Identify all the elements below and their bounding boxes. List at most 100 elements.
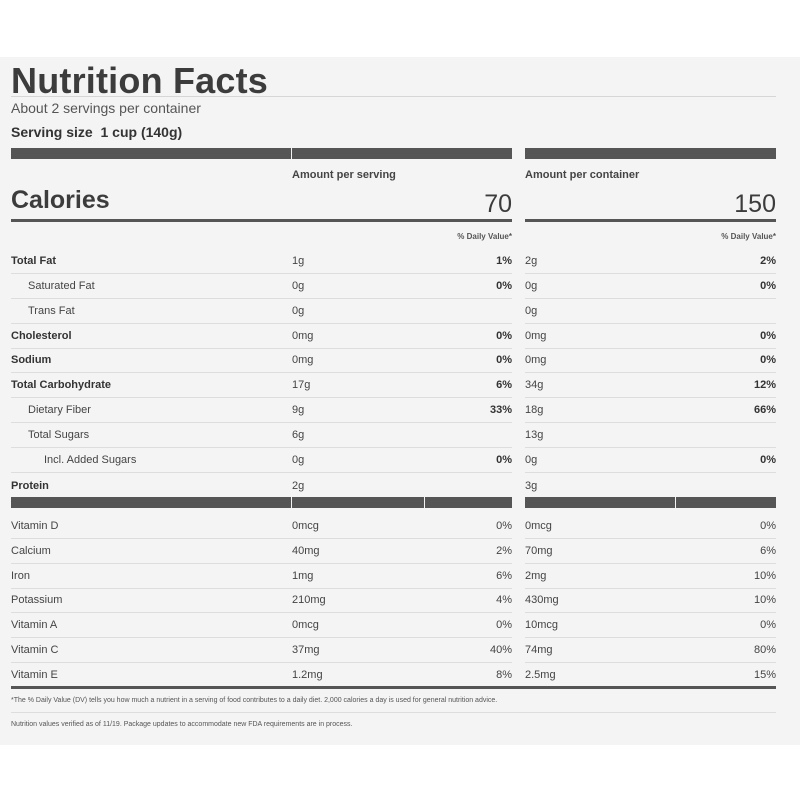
servings-per-container: About 2 servings per container (11, 100, 201, 116)
container-amount: 10mcg (525, 619, 559, 632)
row-divider (525, 562, 776, 564)
medium-bar-container (525, 219, 776, 222)
container-daily-value: 0% (760, 354, 776, 366)
container-daily-value: 10% (753, 594, 776, 607)
row-divider (525, 662, 776, 663)
container-amount: 0mg (525, 330, 547, 342)
nutrient-name: Incl. Added Sugars (44, 454, 137, 466)
container-amount: 0mcg (525, 520, 552, 532)
daily-value-header-serving: % Daily Value* (457, 232, 512, 241)
vitamin-row: Iron 1mg 6% 2mg 10% (0, 564, 800, 589)
container-amount: 0g (525, 280, 538, 292)
nutrient-name: Sodium (11, 354, 52, 366)
nutrient-row: Total Carbohydrate 17g 6% 34g 12% (0, 373, 800, 398)
container-daily-value: 80% (753, 644, 776, 656)
vitamin-name: Iron (11, 569, 30, 582)
serving-amount: 0g (292, 305, 305, 317)
container-amount: 2g (525, 255, 538, 267)
nutrition-panel (0, 57, 800, 745)
serving-amount: 2g (292, 480, 305, 492)
serving-amount: 0mcg (292, 619, 319, 632)
calories-label: Calories (11, 186, 110, 214)
amount-per-container-header: Amount per container (525, 169, 640, 181)
nutrient-row: Saturated Fat 0g 0% 0g 0% (0, 274, 800, 299)
serving-daily-value: 33% (489, 404, 512, 416)
row-divider (11, 447, 512, 448)
row-divider (11, 637, 512, 639)
vitamin-row: Vitamin D 0mcg 0% 0mcg 0% (0, 514, 800, 539)
bar-separator (291, 148, 292, 159)
container-daily-value: 2% (760, 255, 776, 267)
daily-value-footnote: *The % Daily Value (DV) tells you how mu… (11, 697, 498, 704)
row-divider (11, 562, 512, 564)
row-divider (525, 422, 776, 423)
calories-per-container: 150 (734, 190, 776, 218)
serving-daily-value: 6% (496, 379, 512, 391)
nutrient-row: Sodium 0mg 0% 0mg 0% (0, 348, 800, 373)
serving-daily-value: 1% (496, 255, 512, 267)
row-divider (525, 397, 776, 398)
nutrient-row: Total Sugars 6g 13g (0, 423, 800, 448)
verification-note: Nutrition values verified as of 11/19. P… (11, 721, 353, 728)
row-divider (11, 298, 512, 299)
bar-separator (675, 497, 676, 508)
bar-separator (291, 497, 292, 508)
vitamin-name: Vitamin D (11, 520, 59, 532)
row-divider (11, 662, 512, 663)
serving-daily-value: 40% (489, 644, 512, 656)
container-amount: 34g (525, 379, 544, 391)
row-divider (11, 273, 512, 274)
vitamin-name: Potassium (11, 594, 63, 607)
container-amount: 2.5mg (525, 668, 556, 681)
thick-bar-serving (11, 148, 512, 159)
serving-daily-value: 2% (496, 544, 512, 557)
container-amount: 13g (525, 429, 544, 441)
nutrient-row: Trans Fat 0g 0g (0, 299, 800, 324)
row-divider (11, 397, 512, 398)
row-divider (525, 612, 776, 614)
vitamin-row: Calcium 40mg 2% 70mg 6% (0, 539, 800, 564)
nutrient-row: Total Fat 1g 1% 2g 2% (0, 249, 800, 274)
container-daily-value: 0% (760, 454, 776, 466)
container-daily-value: 0% (760, 619, 776, 632)
row-divider (525, 323, 776, 324)
serving-amount: 1.2mg (292, 668, 323, 681)
container-daily-value: 12% (753, 379, 776, 391)
bar-separator (424, 497, 425, 508)
serving-amount: 0g (292, 280, 305, 292)
container-daily-value: 6% (760, 544, 776, 557)
row-divider (11, 372, 512, 373)
vitamin-name: Calcium (11, 544, 51, 557)
serving-daily-value: 0% (496, 454, 512, 466)
serving-amount: 0g (292, 454, 305, 466)
thick-bar-container (525, 148, 776, 159)
nutrient-name: Total Fat (11, 255, 57, 267)
serving-amount: 210mg (292, 594, 326, 607)
serving-amount: 1g (292, 255, 305, 267)
nutrient-name: Dietary Fiber (28, 404, 91, 416)
serving-daily-value: 6% (496, 569, 512, 582)
serving-amount: 0mg (292, 354, 314, 366)
serving-daily-value: 0% (496, 330, 512, 342)
serving-daily-value: 0% (496, 280, 512, 292)
page-title: Nutrition Facts (11, 60, 269, 101)
serving-daily-value: 0% (496, 354, 512, 366)
medium-bar-serving (11, 219, 512, 222)
thick-bar-vitamins-serving (11, 497, 512, 508)
container-amount: 2mg (525, 569, 547, 582)
title-divider (11, 96, 776, 97)
row-divider (11, 612, 512, 614)
nutrient-row: Cholesterol 0mg 0% 0mg 0% (0, 324, 800, 349)
row-divider (11, 538, 512, 539)
nutrient-row: Incl. Added Sugars 0g 0% 0g 0% (0, 448, 800, 473)
row-divider (525, 587, 776, 589)
row-divider (525, 472, 776, 473)
row-divider (525, 447, 776, 448)
container-amount: 0g (525, 454, 538, 466)
row-divider (11, 472, 512, 473)
container-daily-value: 0% (760, 330, 776, 342)
row-divider (525, 538, 776, 539)
nutrient-row: Dietary Fiber 9g 33% 18g 66% (0, 398, 800, 423)
nutrient-name: Protein (11, 480, 49, 492)
container-daily-value: 0% (760, 280, 776, 292)
